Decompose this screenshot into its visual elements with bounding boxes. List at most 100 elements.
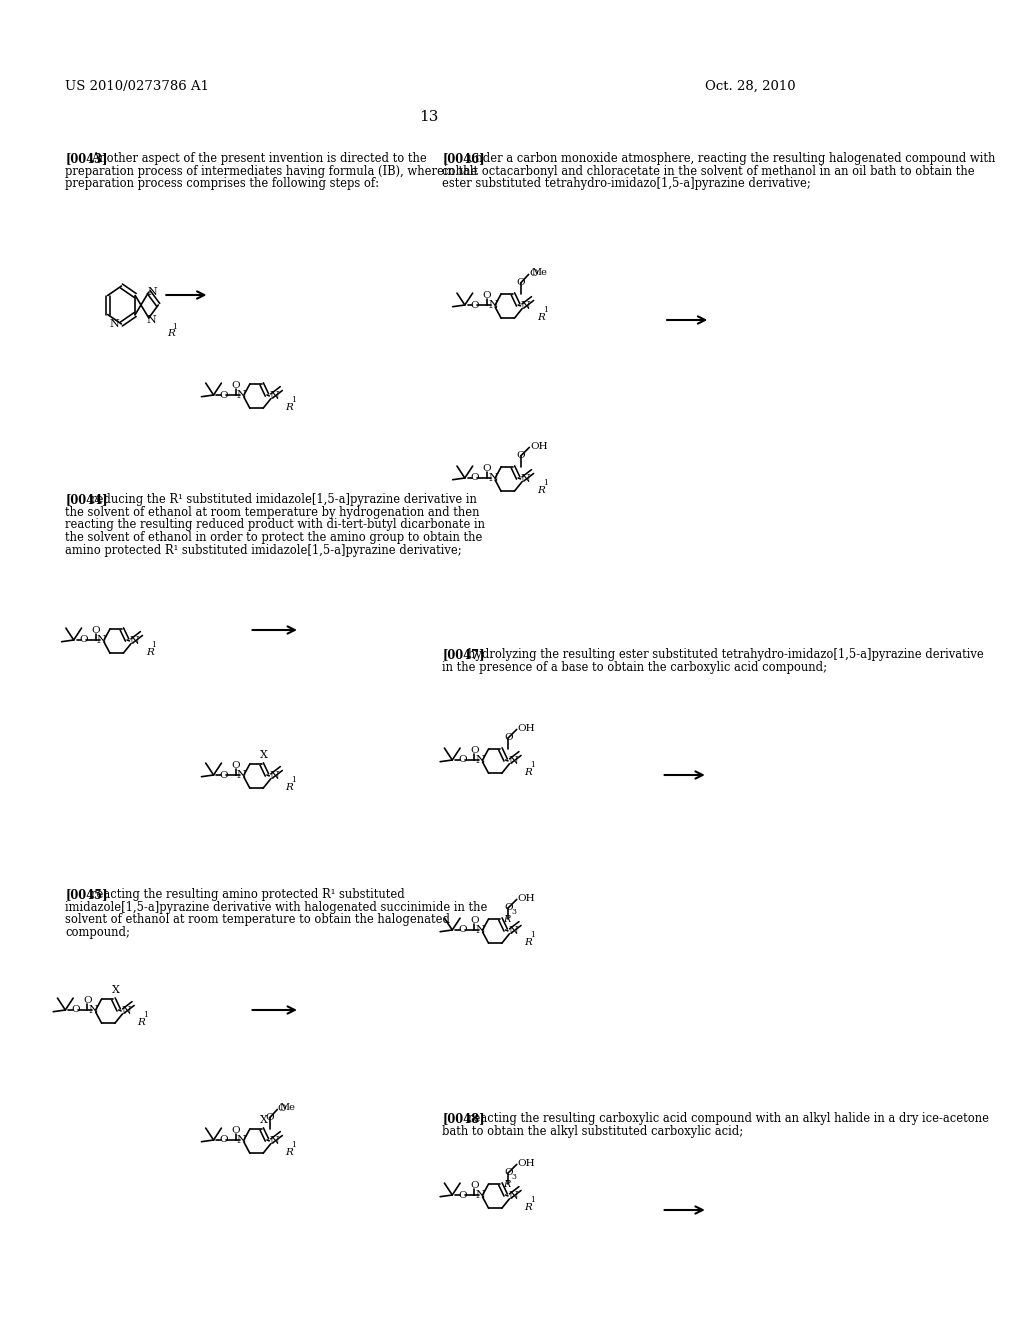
Text: reacting the resulting carboxylic acid compound with an alkyl halide in a dry ic: reacting the resulting carboxylic acid c…: [468, 1111, 988, 1125]
Text: N: N: [88, 1005, 98, 1015]
Text: 13: 13: [419, 110, 438, 124]
Text: O: O: [470, 746, 478, 755]
Text: R: R: [537, 313, 545, 322]
Text: R: R: [524, 1203, 532, 1212]
Text: X: X: [260, 1115, 267, 1126]
Text: R: R: [503, 1180, 510, 1189]
Text: O: O: [470, 916, 478, 925]
Text: 1: 1: [543, 479, 548, 487]
Text: O: O: [482, 465, 492, 473]
Text: O: O: [458, 755, 467, 764]
Text: O: O: [219, 1135, 228, 1144]
Text: 1: 1: [530, 931, 535, 940]
Text: N: N: [237, 770, 247, 780]
Text: reacting the resulting reduced product with di-tert-butyl dicarbonate in: reacting the resulting reduced product w…: [66, 519, 485, 532]
Text: O: O: [83, 997, 92, 1005]
Text: preparation process of intermediates having formula (IB), wherein the: preparation process of intermediates hav…: [66, 165, 478, 178]
Text: N: N: [508, 1191, 518, 1201]
Text: Me: Me: [280, 1104, 296, 1113]
Text: the solvent of ethanol in order to protect the amino group to obtain the: the solvent of ethanol in order to prote…: [66, 531, 482, 544]
Text: cobalt octacarbonyl and chloracetate in the solvent of methanol in an oil bath t: cobalt octacarbonyl and chloracetate in …: [442, 165, 975, 178]
Text: US 2010/0273786 A1: US 2010/0273786 A1: [66, 81, 209, 92]
Text: N: N: [520, 301, 530, 310]
Text: N: N: [110, 319, 120, 329]
Text: O: O: [219, 771, 228, 780]
Text: N: N: [269, 391, 280, 401]
Text: OH: OH: [530, 442, 548, 451]
Text: 1: 1: [292, 776, 296, 784]
Text: amino protected R¹ substituted imidazole[1,5-a]pyrazine derivative;: amino protected R¹ substituted imidazole…: [66, 544, 462, 557]
Text: O: O: [458, 1191, 467, 1200]
Text: [0044]: [0044]: [66, 492, 108, 506]
Text: Another aspect of the present invention is directed to the: Another aspect of the present invention …: [91, 152, 426, 165]
Text: R: R: [145, 648, 154, 657]
Text: reacting the resulting amino protected R¹ substituted: reacting the resulting amino protected R…: [91, 888, 404, 902]
Text: O: O: [231, 1126, 240, 1135]
Text: N: N: [147, 286, 157, 297]
Text: O: O: [265, 1113, 273, 1122]
Text: R: R: [524, 937, 532, 946]
Text: X: X: [260, 751, 267, 760]
Text: the solvent of ethanol at room temperature by hydrogenation and then: the solvent of ethanol at room temperatu…: [66, 506, 480, 519]
Text: OH: OH: [517, 1159, 536, 1168]
Text: Oct. 28, 2010: Oct. 28, 2010: [705, 81, 796, 92]
Text: solvent of ethanol at room temperature to obtain the halogenated: solvent of ethanol at room temperature t…: [66, 913, 451, 927]
Text: N: N: [237, 389, 247, 400]
Text: N: N: [129, 636, 139, 645]
Text: under a carbon monoxide atmosphere, reacting the resulting halogenated compound : under a carbon monoxide atmosphere, reac…: [468, 152, 995, 165]
Text: O: O: [529, 269, 538, 279]
Text: N: N: [475, 755, 485, 766]
Text: bath to obtain the alkyl substituted carboxylic acid;: bath to obtain the alkyl substituted car…: [442, 1125, 743, 1138]
Text: 1: 1: [143, 1011, 148, 1019]
Text: 1: 1: [530, 1196, 535, 1204]
Text: N: N: [121, 1006, 131, 1016]
Text: Me: Me: [531, 268, 547, 277]
Text: reducing the R¹ substituted imidazole[1,5-a]pyrazine derivative in: reducing the R¹ substituted imidazole[1,…: [91, 492, 476, 506]
Text: OH: OH: [517, 894, 536, 903]
Text: R: R: [286, 403, 294, 412]
Text: N: N: [269, 1135, 280, 1146]
Text: 1: 1: [292, 1142, 296, 1150]
Text: ester substituted tetrahydro-imidazo[1,5-a]pyrazine derivative;: ester substituted tetrahydro-imidazo[1,5…: [442, 177, 811, 190]
Text: hydrolyzing the resulting ester substituted tetrahydro-imidazo[1,5-a]pyrazine de: hydrolyzing the resulting ester substitu…: [468, 648, 983, 661]
Text: N: N: [488, 473, 498, 483]
Text: O: O: [482, 292, 492, 300]
Text: R: R: [286, 783, 294, 792]
Text: R: R: [167, 330, 174, 338]
Text: [0045]: [0045]: [66, 888, 108, 902]
Text: [0046]: [0046]: [442, 152, 484, 165]
Text: 1: 1: [152, 642, 157, 649]
Text: R: R: [503, 915, 510, 924]
Text: R: R: [537, 486, 545, 495]
Text: 1: 1: [172, 323, 177, 331]
Text: O: O: [516, 279, 525, 288]
Text: O: O: [470, 474, 479, 483]
Text: R: R: [286, 1147, 294, 1156]
Text: N: N: [508, 925, 518, 936]
Text: N: N: [237, 1135, 247, 1144]
Text: O: O: [504, 734, 513, 742]
Text: compound;: compound;: [66, 925, 130, 939]
Text: O: O: [516, 451, 525, 461]
Text: N: N: [269, 771, 280, 781]
Text: R: R: [137, 1018, 145, 1027]
Text: N: N: [146, 315, 156, 325]
Text: X: X: [112, 986, 120, 995]
Text: 3: 3: [512, 908, 516, 916]
Text: O: O: [504, 1168, 513, 1177]
Text: N: N: [475, 1191, 485, 1200]
Text: in the presence of a base to obtain the carboxylic acid compound;: in the presence of a base to obtain the …: [442, 660, 827, 673]
Text: N: N: [508, 756, 518, 766]
Text: O: O: [470, 301, 479, 309]
Text: 3: 3: [512, 1172, 516, 1181]
Text: O: O: [504, 903, 513, 912]
Text: O: O: [231, 381, 240, 391]
Text: [0048]: [0048]: [442, 1111, 484, 1125]
Text: OH: OH: [517, 725, 536, 733]
Text: N: N: [520, 474, 530, 484]
Text: N: N: [475, 925, 485, 935]
Text: O: O: [79, 635, 88, 644]
Text: 1: 1: [530, 762, 535, 770]
Text: 1: 1: [543, 306, 548, 314]
Text: N: N: [97, 635, 106, 645]
